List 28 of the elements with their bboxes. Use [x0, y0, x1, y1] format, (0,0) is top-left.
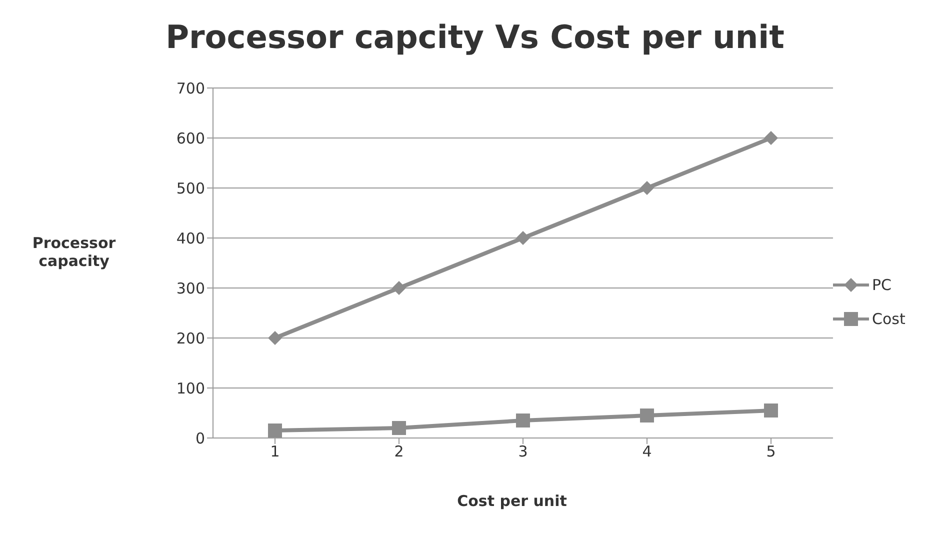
y-tick-label: 200	[176, 329, 205, 348]
y-tick-label: 600	[176, 129, 205, 148]
y-tick-label: 700	[176, 79, 205, 98]
point	[516, 414, 530, 428]
y-axis-title: Processor capacity	[31, 234, 117, 270]
point	[764, 131, 778, 145]
x-tick-label: 5	[766, 442, 776, 461]
y-tick-label: 300	[176, 279, 205, 298]
x-tick-label: 1	[270, 442, 280, 461]
point	[268, 424, 282, 438]
point	[640, 408, 654, 422]
y-tick-label: 400	[176, 229, 205, 248]
y-tick-label: 100	[176, 379, 205, 398]
y-tick-label: 500	[176, 179, 205, 198]
point	[640, 181, 654, 195]
point	[392, 421, 406, 435]
point	[268, 331, 282, 345]
point	[516, 231, 530, 245]
x-axis-title: Cost per unit	[456, 492, 568, 510]
point	[392, 281, 406, 295]
y-tick-label: 0	[195, 429, 205, 448]
x-tick-label: 3	[518, 442, 528, 461]
point	[764, 404, 778, 418]
legend-label: PC	[872, 276, 892, 294]
x-tick-label: 2	[394, 442, 404, 461]
chart-title: Processor capcity Vs Cost per unit	[164, 18, 786, 56]
legend-label: Cost	[872, 310, 906, 328]
x-tick-label: 4	[642, 442, 652, 461]
